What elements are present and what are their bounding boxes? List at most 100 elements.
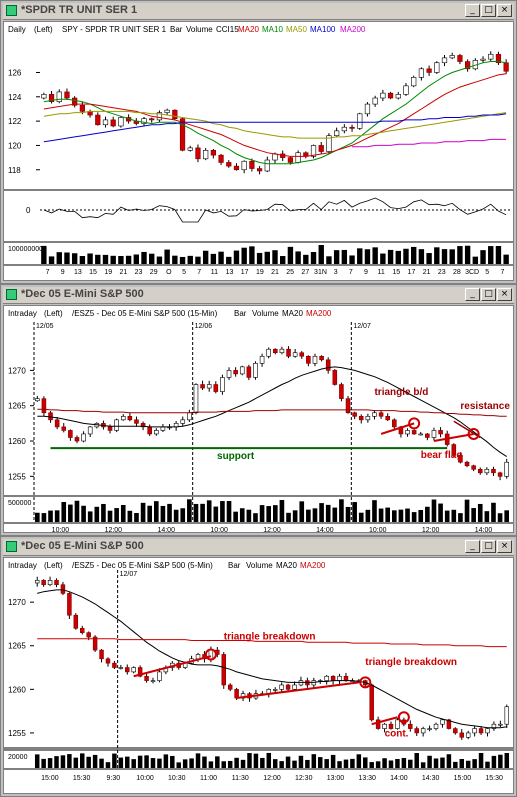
minimize-button[interactable]: _ <box>465 4 480 17</box>
chart-canvas[interactable]: Intraday (Left) /ESZ5 - Dec 05 E-Mini S&… <box>3 305 514 533</box>
chart-canvas[interactable]: Daily (Left) SPY - SPDR TR UNIT SER 1 Ba… <box>3 21 514 281</box>
candle-down <box>95 114 101 126</box>
candle-up <box>154 430 159 435</box>
plot-area: 118 120 122 124 126 100000000 7 9 13 15 19 21 23 29 O 5… <box>4 51 513 276</box>
volume-bar <box>444 510 450 522</box>
x-tick-label: 15:00 <box>454 775 472 782</box>
volume-bar <box>451 509 457 522</box>
volume-bar <box>478 752 484 768</box>
volume-bar <box>147 505 153 522</box>
volume-bar <box>477 503 483 522</box>
x-tick-label: 10:30 <box>168 775 186 782</box>
volume-bar <box>264 251 270 264</box>
title-bar[interactable]: *Dec 05 E-Mini S&P 500 _ □ × <box>3 539 514 556</box>
volume-bar <box>133 254 140 264</box>
candle-down <box>48 94 55 102</box>
volume-bar <box>74 500 80 522</box>
y-tick-label: 122 <box>8 117 22 126</box>
window-title: *Dec 05 E-Mini S&P 500 <box>21 540 144 552</box>
chart-canvas[interactable]: Intraday (Left) /ESZ5 - Dec 05 E-Mini S&… <box>3 557 514 794</box>
minimize-button[interactable]: _ <box>465 288 480 301</box>
candle-down <box>411 430 417 435</box>
volume-bar <box>471 508 476 522</box>
es-15min-chart[interactable]: Intraday (Left) /ESZ5 - Dec 05 E-Mini S&… <box>4 306 514 532</box>
triangle-trendline <box>236 681 359 700</box>
close-button[interactable]: × <box>497 4 512 17</box>
volume-bar <box>153 501 159 522</box>
volume-bar <box>193 503 199 522</box>
candle-down <box>285 684 291 690</box>
volume-bar <box>333 250 340 264</box>
x-tick-label: 11 <box>211 269 218 276</box>
maximize-button[interactable]: □ <box>481 288 496 301</box>
volume-bar <box>330 754 336 768</box>
volume-bar <box>87 253 93 264</box>
indicator-ma100: MA100 <box>310 25 336 34</box>
volume-bar <box>418 249 425 264</box>
volume-bar <box>398 509 404 522</box>
maximize-button[interactable]: □ <box>481 4 496 17</box>
volume-bar <box>105 762 111 768</box>
volume-bar <box>427 755 432 768</box>
maximize-button[interactable]: □ <box>481 540 496 553</box>
volume-bar <box>387 249 394 264</box>
candle-down <box>125 667 130 673</box>
cont-circle <box>397 711 410 724</box>
candle-down <box>48 412 53 421</box>
resistance-line <box>453 420 481 439</box>
volume-bar <box>380 253 386 264</box>
header-type: Bar <box>228 561 241 570</box>
candle-up <box>206 384 212 389</box>
title-bar[interactable]: *SPDR TR UNIT SER 1 _ □ × <box>3 3 514 20</box>
x-tick-label: 3CD <box>465 269 479 276</box>
volume-bar <box>382 758 387 768</box>
volume-bar <box>503 254 509 264</box>
spy-daily-chart[interactable]: Daily (Left) SPY - SPDR TR UNIT SER 1 Ba… <box>4 22 514 280</box>
candle-down <box>227 684 233 690</box>
header-volume: Volume <box>252 309 279 318</box>
volume-bar <box>125 255 132 264</box>
candle-up <box>433 723 439 729</box>
ma-line-ma10 <box>43 61 507 165</box>
candle-up <box>472 728 477 734</box>
title-bar[interactable]: *Dec 05 E-Mini S&P 500 _ □ × <box>3 287 514 304</box>
candle-down <box>451 444 457 456</box>
close-button[interactable]: × <box>497 540 512 553</box>
candle-down <box>249 160 255 169</box>
x-tick-label: 9:30 <box>107 775 121 782</box>
volume-bar <box>385 507 391 522</box>
close-button[interactable]: × <box>497 288 512 301</box>
volume-bar <box>364 249 371 264</box>
volume-bar <box>202 250 209 264</box>
candle-down <box>369 684 374 721</box>
volume-bar <box>118 757 124 768</box>
candle-up <box>187 412 192 421</box>
volume-bar <box>127 510 133 522</box>
y-tick-label: 1255 <box>8 729 26 738</box>
header-period: Intraday <box>8 309 37 318</box>
volume-bar <box>187 499 192 522</box>
candle-up <box>193 384 199 414</box>
candle-down <box>72 97 78 106</box>
volume-bar <box>285 756 291 768</box>
candle-down <box>221 654 226 686</box>
y-tick-label: 1255 <box>8 472 26 481</box>
volume-bar <box>266 752 272 768</box>
candle-up <box>259 355 265 364</box>
indicator-ma200: MA200 <box>300 561 326 570</box>
volume-bar <box>208 761 214 768</box>
candle-up <box>434 62 440 73</box>
x-tick-label: 9 <box>61 269 65 276</box>
volume-bar <box>352 502 357 522</box>
es-5min-chart[interactable]: Intraday (Left) /ESZ5 - Dec 05 E-Mini S&… <box>4 558 514 793</box>
volume-bar <box>220 501 225 522</box>
volume-bar <box>440 757 445 768</box>
minimize-button[interactable]: _ <box>465 540 480 553</box>
volume-bar <box>218 251 224 264</box>
volume-scale-label: 100000000 <box>8 246 43 253</box>
volume-bar <box>372 500 377 522</box>
volume-bar <box>137 755 143 768</box>
y-tick-label: 1265 <box>8 402 26 411</box>
candle-down <box>459 732 464 738</box>
volume-bar <box>411 512 417 522</box>
